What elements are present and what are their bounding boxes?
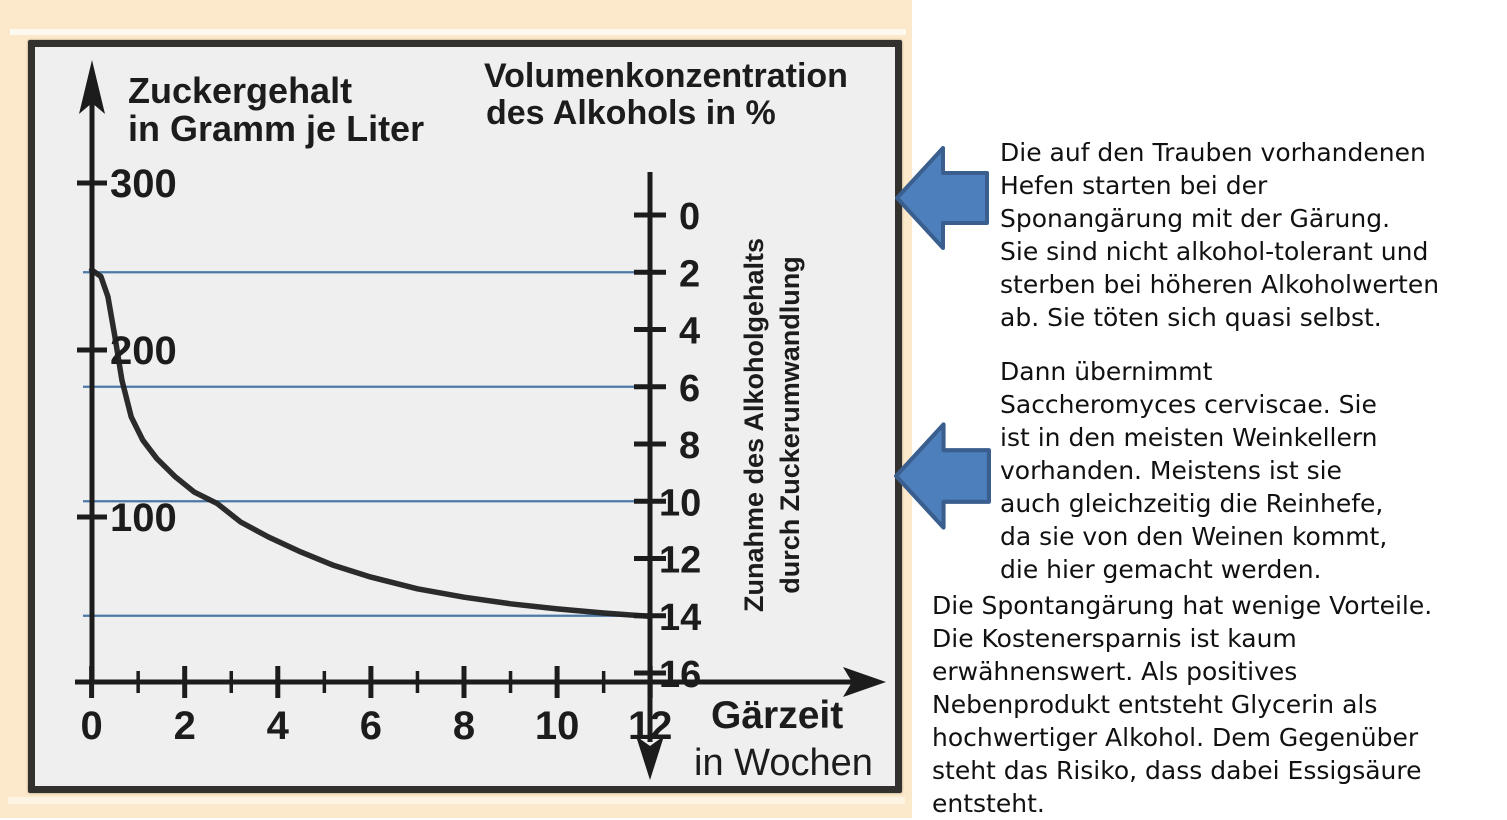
fermentation-chart: Zuckergehalt in Gramm je Liter Volumenko… [75,57,886,784]
right-tick-label-6: 6 [679,368,700,410]
annotation-block-1: Die auf den Trauben vorhandenen Hefen st… [1000,138,1440,332]
x-tick-label-12: 12 [628,704,673,748]
x-tick-label-10: 10 [535,704,580,748]
left-axis-title-line2: in Gramm je Liter [128,108,424,149]
left-tick-label-300: 300 [110,162,177,206]
scan-artifact-strip [10,29,906,35]
x-tick-label-8: 8 [453,704,475,748]
left-arrow-icon [894,422,991,530]
x-axis-title-line1: Gärzeit [711,694,843,737]
x-axis-arrowhead [843,667,886,697]
right-axis-side-label-line1: Zunahme des Alkoholgehalts [739,238,769,612]
x-tick-label-0: 0 [80,704,102,748]
x-tick-label-6: 6 [360,704,382,748]
right-tick-label-2: 2 [679,253,700,295]
left-arrow-icon [895,146,989,250]
scanned-chart-panel: Zuckergehalt in Gramm je Liter Volumenko… [0,0,912,818]
left-arrow-shape [895,146,989,250]
annotation-block-2: Dann übernimmt Saccheromyces cerviscae. … [1000,357,1388,584]
right-tick-label-0: 0 [679,196,700,238]
right-tick-label-14: 14 [659,597,701,639]
right-y-axis-arrowhead [636,736,664,780]
annotation-block-3: Die Spontangärung hat wenige Vorteile. D… [932,591,1433,818]
right-tick-label-8: 8 [679,425,700,467]
left-y-axis-arrowhead [79,60,105,114]
x-tick-label-4: 4 [267,704,290,748]
scan-artifact-strip [8,797,905,804]
right-axis-title-line2: des Alkohols in % [486,94,776,132]
right-tick-label-12: 12 [659,540,701,582]
left-tick-label-100: 100 [110,496,177,540]
left-arrow-shape [894,422,991,530]
right-axis-side-label-line2: durch Zuckerumwandlung [775,256,805,594]
right-axis-title-line1: Volumenkonzentration [484,57,848,95]
right-tick-label-16: 16 [659,654,701,696]
right-tick-label-4: 4 [679,311,700,353]
left-axis-title-line1: Zuckergehalt [128,70,352,111]
right-tick-label-10: 10 [659,482,701,524]
sugar-curve [88,267,653,620]
x-tick-label-2: 2 [174,704,196,748]
x-axis-title-line2: in Wochen [694,742,873,784]
